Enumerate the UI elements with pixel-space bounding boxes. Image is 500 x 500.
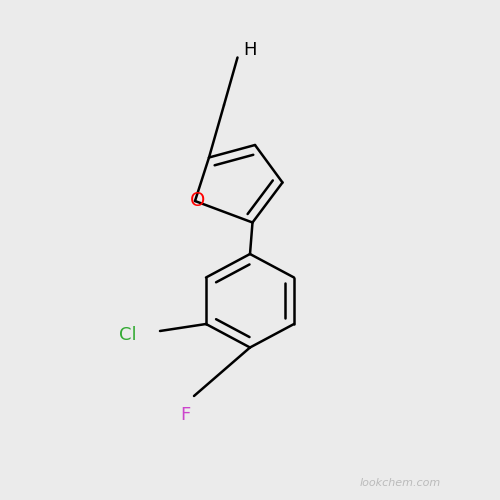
Text: lookchem.com: lookchem.com [360, 478, 440, 488]
Text: F: F [180, 406, 190, 424]
Text: O: O [190, 190, 205, 210]
Text: Cl: Cl [118, 326, 136, 344]
Text: H: H [243, 41, 257, 59]
